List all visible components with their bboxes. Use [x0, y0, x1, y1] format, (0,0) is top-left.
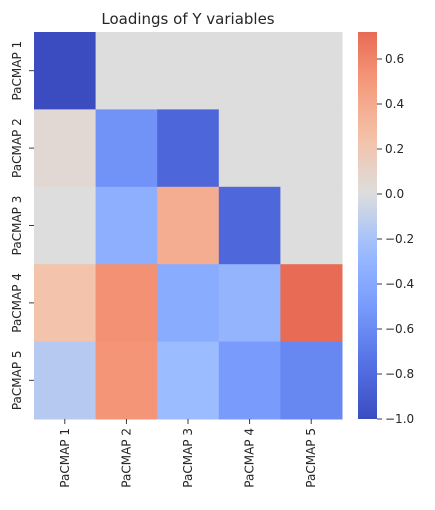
heatmap-cell-r5-c1: [34, 342, 96, 420]
colorbar-tick-label: 0.2: [385, 142, 404, 156]
heatmap-cell-r5-c5: [280, 342, 342, 420]
heatmap-cell-r3-c5: [280, 187, 342, 265]
heatmap-cell-r4-c5: [280, 264, 342, 342]
heatmap-cell-r1-c3: [157, 32, 219, 110]
colorbar-tick-label: −0.4: [385, 277, 414, 291]
y-tick-label: PaCMAP 5: [10, 350, 24, 410]
heatmap-cell-r5-c3: [157, 342, 219, 420]
heatmap-cells: [34, 32, 343, 420]
x-tick-label: PaCMAP 2: [119, 428, 133, 488]
colorbar-tick-label: 0.0: [385, 187, 404, 201]
colorbar-tick-label: −0.2: [385, 232, 414, 246]
y-tick-label: PaCMAP 4: [10, 273, 24, 333]
heatmap-cell-r4-c4: [219, 264, 281, 342]
colorbar-tick-label: −1.0: [385, 412, 414, 426]
heatmap-cell-r2-c4: [219, 109, 281, 187]
heatmap-cell-r4-c2: [96, 264, 158, 342]
y-tick-label: PaCMAP 2: [10, 118, 24, 178]
heatmap-cell-r2-c2: [96, 109, 158, 187]
colorbar-tick-label: 0.6: [385, 52, 404, 66]
heatmap-cell-r1-c4: [219, 32, 281, 110]
x-axis-ticks: PaCMAP 1 PaCMAP 2 PaCMAP 3 PaCMAP 4 PaCMAP 5: [58, 419, 318, 488]
colorbar-tick-label: −0.6: [385, 322, 414, 336]
heatmap-cell-r3-c1: [34, 187, 96, 265]
x-tick-label: PaCMAP 4: [243, 428, 257, 488]
heatmap-cell-r3-c3: [157, 187, 219, 265]
y-tick-label: PaCMAP 1: [10, 41, 24, 101]
x-tick-label: PaCMAP 3: [181, 428, 195, 488]
heatmap-cell-r4-c1: [34, 264, 96, 342]
heatmap-cell-r4-c3: [157, 264, 219, 342]
x-tick-label: PaCMAP 1: [58, 428, 72, 488]
heatmap-cell-r1-c5: [280, 32, 342, 110]
y-axis-ticks: PaCMAP 1 PaCMAP 2 PaCMAP 3 PaCMAP 4 PaCMAP 5: [10, 41, 34, 410]
heatmap-cell-r5-c2: [96, 342, 158, 420]
heatmap-cell-r2-c3: [157, 109, 219, 187]
heatmap-cell-r1-c1: [34, 32, 96, 110]
heatmap-cell-r5-c4: [219, 342, 281, 420]
chart-title: Loadings of Y variables: [101, 10, 274, 28]
colorbar-tick-label: −0.8: [385, 367, 414, 381]
heatmap-cell-r2-c1: [34, 109, 96, 187]
heatmap-cell-r1-c2: [96, 32, 158, 110]
heatmap-cell-r3-c2: [96, 187, 158, 265]
x-tick-label: PaCMAP 5: [304, 428, 318, 488]
colorbar-tick-label: 0.4: [385, 97, 404, 111]
heatmap-cell-r2-c5: [280, 109, 342, 187]
colorbar: −1.0 −0.8 −0.6 −0.4 −0.2 0.0 0.2 0.4 0.6: [358, 32, 414, 426]
heatmap-cell-r3-c4: [219, 187, 281, 265]
y-tick-label: PaCMAP 3: [10, 196, 24, 256]
colorbar-gradient: [358, 32, 377, 419]
